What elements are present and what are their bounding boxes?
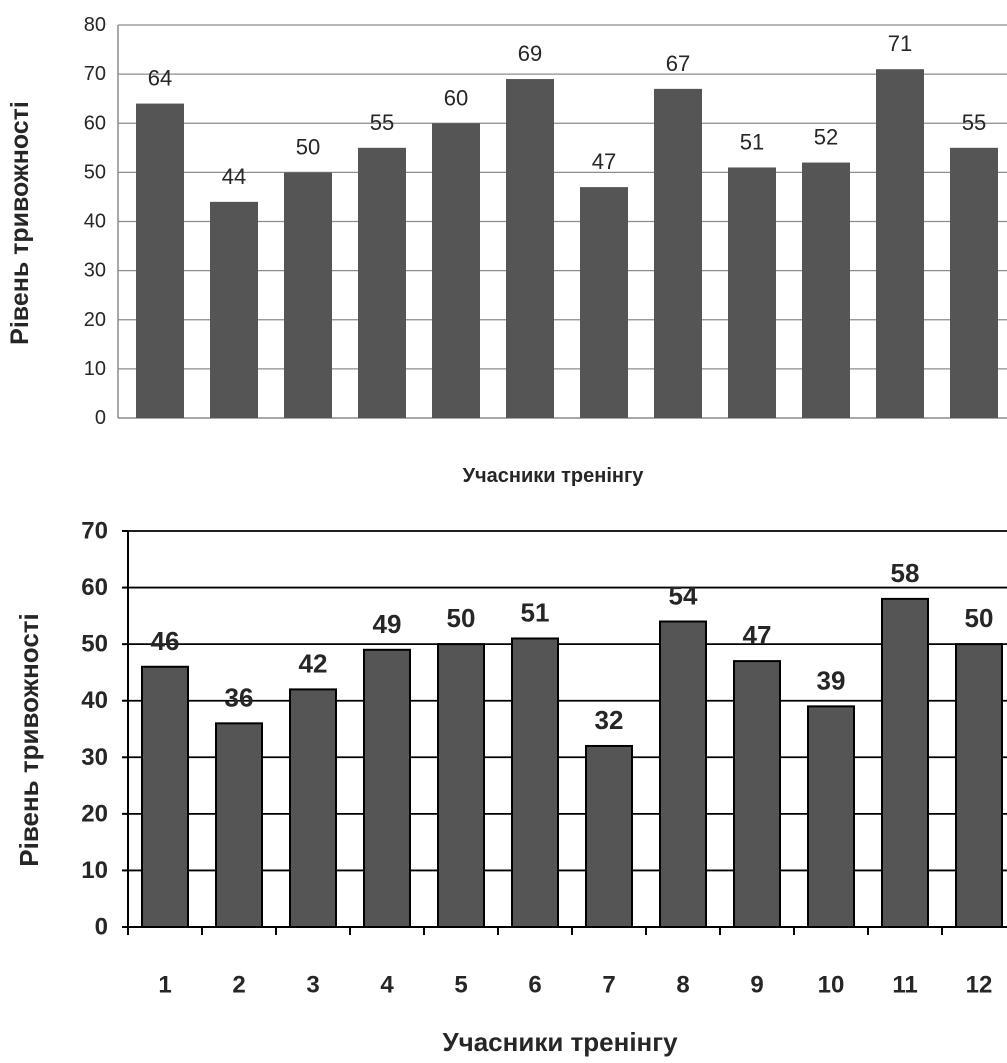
data-label-8: 67: [666, 51, 690, 76]
data-label-3: 50: [296, 134, 320, 159]
bar-1: [141, 665, 189, 928]
bar-11: [876, 69, 924, 419]
data-label-7: 47: [592, 149, 616, 174]
y-tick-label: 0: [95, 407, 106, 429]
data-label-6: 51: [521, 597, 550, 627]
bar-7: [585, 744, 633, 928]
y-tick-label: 50: [84, 161, 106, 183]
data-label-6: 69: [518, 41, 542, 66]
chart-1-x-axis-title: Учасники тренінгу: [463, 465, 645, 487]
data-label-2: 36: [225, 682, 254, 712]
data-label-11: 71: [888, 31, 912, 56]
data-label-9: 47: [743, 620, 772, 650]
data-label-5: 60: [444, 85, 468, 110]
bar-4: [363, 648, 411, 928]
chart-2-x-tick-marks: [127, 927, 943, 935]
data-label-4: 55: [370, 110, 394, 135]
y-tick-label: 10: [81, 857, 108, 884]
chart-1-bars: [136, 69, 998, 419]
bar-6: [511, 637, 559, 928]
chart-2-y-tick-labels: 0 10 20 30 40 50 60 70: [81, 518, 128, 941]
y-tick-label: 60: [81, 574, 108, 601]
bar-3: [284, 172, 332, 418]
category-label-5: 5: [454, 972, 467, 999]
chart-2-data-labels: 46 36 42 49 50 51 32 54 47 39 58 50: [151, 558, 994, 735]
data-label-1: 64: [148, 66, 172, 91]
bar-2: [210, 201, 258, 418]
category-label-11: 11: [892, 972, 917, 999]
category-label-10: 10: [818, 972, 845, 999]
data-label-8: 54: [669, 581, 698, 611]
bar-8: [659, 620, 707, 928]
chart-2-y-axis-title: Рівень тривожності: [14, 613, 44, 866]
bar-11: [881, 597, 929, 929]
data-label-3: 42: [299, 648, 328, 678]
y-tick-label: 30: [81, 744, 108, 771]
bar-7: [580, 187, 628, 418]
y-tick-label: 60: [84, 112, 106, 134]
chart-1-y-tick-labels: 0 10 20 30 40 50 60 70 80: [84, 14, 106, 429]
category-label-7: 7: [602, 972, 615, 999]
bar-8: [654, 88, 702, 419]
chart-1-data-labels: 64 44 50 55 60 69 47 67 51 52 71 55: [148, 31, 986, 189]
y-tick-label: 10: [84, 358, 106, 380]
y-tick-label: 40: [81, 687, 108, 714]
bar-3: [289, 688, 337, 929]
bar-9: [728, 167, 776, 418]
chart-2-bars: [141, 597, 1003, 929]
data-label-7: 32: [595, 705, 624, 735]
bar-1: [136, 103, 184, 418]
bar-5: [432, 123, 480, 418]
y-tick-label: 70: [81, 518, 108, 545]
data-label-12: 50: [965, 603, 994, 633]
category-label-9: 9: [750, 972, 763, 999]
y-tick-label: 20: [81, 800, 108, 827]
y-tick-label: 30: [84, 260, 106, 282]
y-tick-label: 0: [95, 914, 108, 941]
bar-5: [437, 643, 485, 929]
bar-4: [358, 147, 406, 418]
category-label-8: 8: [676, 972, 689, 999]
chart-2-category-labels: 1 2 3 4 5 6 7 8 9 10 11 12: [158, 972, 992, 999]
bar-6: [506, 79, 554, 418]
chart-1-y-axis-title: Рівень тривожності: [6, 101, 34, 345]
y-tick-label: 40: [84, 211, 106, 233]
data-label-4: 49: [373, 609, 402, 639]
y-tick-label: 80: [84, 14, 106, 36]
chart-2-gridlines: [128, 530, 1007, 872]
category-label-1: 1: [158, 972, 171, 999]
bar-10: [802, 162, 850, 418]
category-label-4: 4: [380, 972, 394, 999]
chart-2-x-axis-title: Учасники тренінгу: [442, 1027, 678, 1057]
chart-1: 0 10 20 30 40 50 60 70 80 64 44 50 55 60 69 47 67 51 52 71…: [6, 14, 1007, 487]
data-label-5: 50: [447, 603, 476, 633]
bar-12: [950, 147, 998, 418]
bar-9: [733, 660, 781, 928]
category-label-3: 3: [306, 972, 319, 999]
data-label-10: 39: [817, 665, 846, 695]
data-label-1: 46: [151, 626, 180, 656]
category-label-2: 2: [232, 972, 245, 999]
y-tick-label: 50: [81, 631, 108, 658]
data-label-2: 44: [222, 164, 246, 189]
data-label-12: 55: [962, 110, 986, 135]
bar-12: [955, 643, 1003, 929]
bar-10: [807, 705, 855, 928]
category-label-12: 12: [966, 972, 993, 999]
y-tick-label: 20: [84, 309, 106, 331]
chart-1-gridlines: [118, 24, 1007, 370]
y-tick-label: 70: [84, 63, 106, 85]
category-label-6: 6: [528, 972, 541, 999]
data-label-10: 52: [814, 125, 838, 150]
bar-2: [215, 722, 263, 928]
data-label-9: 51: [740, 129, 764, 154]
data-label-11: 58: [891, 558, 920, 588]
